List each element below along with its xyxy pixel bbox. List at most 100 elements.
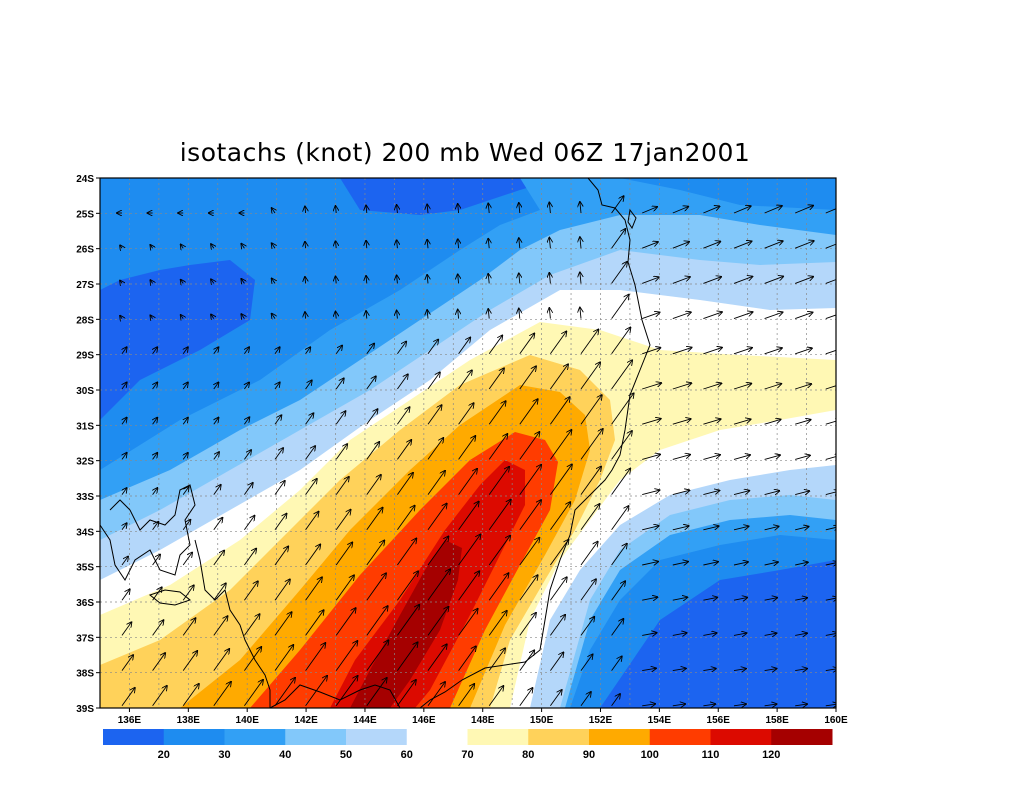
- wind-arrow: [397, 440, 411, 460]
- wind-arrow: [274, 579, 290, 601]
- wind-arrow: [611, 469, 631, 495]
- wind-arrow: [611, 393, 634, 425]
- wind-arrow: [795, 455, 810, 460]
- wind-arrow: [672, 562, 688, 565]
- wind-arrow: [580, 692, 591, 707]
- wind-arrow: [458, 204, 459, 214]
- wind-arrow: [366, 678, 387, 707]
- colorbar-swatch: [710, 729, 772, 745]
- wind-arrow: [580, 429, 603, 460]
- wind-arrow: [244, 516, 254, 531]
- wind-arrow: [397, 642, 417, 671]
- wind-arrow: [366, 311, 367, 319]
- wind-arrow: [458, 646, 476, 671]
- lat-tick-label: 37S: [76, 633, 94, 644]
- wind-arrow: [703, 383, 721, 390]
- lon-tick-label: 144E: [353, 715, 377, 726]
- wind-arrow: [642, 207, 657, 214]
- wind-arrow: [272, 279, 275, 284]
- wind-arrow: [244, 614, 259, 636]
- wind-arrow: [519, 465, 541, 495]
- colorbar-label: 30: [218, 749, 230, 761]
- wind-arrow: [519, 366, 536, 390]
- lat-tick-label: 30S: [76, 386, 94, 397]
- colorbar-swatch: [589, 729, 651, 745]
- wind-arrow: [427, 275, 428, 284]
- wind-arrow: [153, 488, 158, 495]
- wind-arrow: [274, 481, 285, 495]
- wind-arrow: [611, 656, 622, 671]
- wind-arrow: [397, 506, 414, 531]
- wind-arrow: [427, 310, 428, 319]
- wind-arrow: [427, 240, 428, 249]
- wind-arrow: [458, 239, 459, 249]
- wind-arrow: [272, 208, 275, 213]
- chart-title: isotachs (knot) 200 mb Wed 06Z 17jan2001: [179, 138, 751, 167]
- wind-arrow: [366, 475, 381, 495]
- wind-arrow: [611, 694, 620, 707]
- wind-arrow: [580, 654, 593, 671]
- colorbar-label: 40: [279, 749, 291, 761]
- wind-arrow: [366, 376, 376, 390]
- wind-arrow: [825, 384, 836, 390]
- lat-tick-label: 32S: [76, 457, 94, 468]
- wind-arrow: [150, 280, 152, 283]
- wind-arrow: [182, 651, 197, 671]
- wind-arrow: [458, 370, 472, 390]
- plot-frame: [99, 177, 837, 709]
- wind-arrow: [397, 407, 409, 425]
- wind-arrow: [274, 645, 293, 671]
- wind-arrow: [181, 315, 183, 319]
- wind-arrow: [211, 279, 214, 283]
- wind-arrow: [427, 537, 448, 566]
- wind-arrow: [244, 382, 249, 390]
- wind-arrow: [366, 206, 367, 214]
- colorbar-swatch: [649, 729, 711, 745]
- wind-arrow: [703, 242, 720, 249]
- wind-arrow: [795, 277, 813, 284]
- wind-arrow: [458, 469, 477, 495]
- wind-arrow: [703, 312, 722, 320]
- wind-arrow: [825, 420, 836, 425]
- wind-arrow: [153, 382, 158, 390]
- wind-arrow: [181, 245, 183, 249]
- wind-arrow: [241, 244, 244, 248]
- wind-arrow: [580, 617, 594, 636]
- wind-arrow: [183, 453, 188, 460]
- wind-arrow: [183, 418, 188, 425]
- wind-arrow: [335, 543, 352, 566]
- colorbar-swatch: [346, 729, 408, 745]
- lon-tick-label: 136E: [118, 715, 142, 726]
- wind-arrow: [152, 522, 159, 531]
- wind-arrow: [214, 382, 219, 390]
- wind-arrow: [335, 641, 357, 671]
- wind-arrow: [550, 465, 571, 495]
- wind-arrow: [241, 279, 244, 283]
- wind-arrow: [305, 277, 306, 284]
- lon-tick-label: 146E: [412, 715, 436, 726]
- wind-arrow: [611, 544, 627, 566]
- wind-arrow: [611, 229, 626, 249]
- wind-arrow: [336, 276, 337, 284]
- wind-arrow: [580, 308, 581, 319]
- wind-arrow: [335, 510, 350, 531]
- wind-arrow: [488, 686, 503, 707]
- wind-arrow: [764, 598, 778, 601]
- wind-arrow: [550, 502, 570, 531]
- wind-arrow: [336, 241, 337, 249]
- wind-arrow: [458, 338, 471, 355]
- wind-arrow: [366, 508, 383, 531]
- wind-arrow: [519, 650, 534, 671]
- lat-tick-label: 36S: [76, 598, 94, 609]
- lat-tick-label: 31S: [76, 421, 94, 432]
- wind-arrow: [150, 315, 152, 318]
- wind-arrow: [122, 382, 127, 390]
- wind-arrow: [244, 647, 261, 671]
- wind-arrow: [550, 652, 563, 671]
- wind-arrow: [152, 555, 160, 566]
- wind-arrow: [397, 240, 398, 249]
- wind-arrow: [642, 454, 660, 460]
- wind-arrow: [672, 526, 689, 531]
- wind-arrow: [488, 648, 505, 671]
- wind-arrow: [672, 633, 687, 636]
